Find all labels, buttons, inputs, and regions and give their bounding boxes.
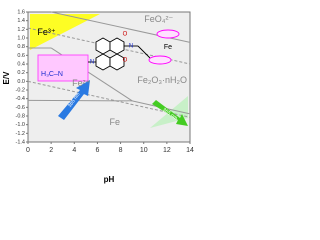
ring xyxy=(109,37,125,55)
green-arrow xyxy=(152,100,188,126)
y-tick-label: -0.8 xyxy=(16,113,25,119)
atom-label: H₃C–N xyxy=(41,71,63,78)
region-label: Fe³⁺ xyxy=(37,27,56,37)
x-tick-label: 8 xyxy=(119,147,123,154)
x-axis-label: pH xyxy=(104,175,115,184)
region-label: FeO₄²⁻ xyxy=(144,14,173,24)
cp-ring xyxy=(156,29,180,39)
x-tick-label: 12 xyxy=(163,147,171,154)
x-tick-label: 10 xyxy=(140,147,148,154)
y-tick-label: 0.2 xyxy=(17,70,25,76)
x-tick-label: 2 xyxy=(49,147,53,154)
fe3-region xyxy=(30,14,100,50)
y-tick-label: 0.0 xyxy=(17,79,25,85)
y-tick-label: -0.6 xyxy=(16,105,25,111)
atom-label: O xyxy=(123,58,128,64)
y-tick-label: 1.2 xyxy=(17,27,25,33)
blue-arrow xyxy=(58,80,90,120)
ring xyxy=(95,53,111,71)
x-tick-label: 14 xyxy=(186,147,194,154)
piperazine-box xyxy=(37,54,89,82)
molecule xyxy=(37,29,180,82)
x-tick-label: 0 xyxy=(26,147,30,154)
y-tick-label: 1.6 xyxy=(17,9,25,15)
y-tick-label: 1.0 xyxy=(17,35,25,41)
atom-label: O xyxy=(123,32,128,38)
region-label: Fe xyxy=(110,117,121,127)
atom-label: N xyxy=(129,44,133,50)
y-tick-label: -1.0 xyxy=(16,122,25,128)
boundary-line xyxy=(27,99,191,115)
x-tick-label: 4 xyxy=(72,147,76,154)
boundary-line xyxy=(27,80,191,118)
x-tick-label: 6 xyxy=(95,147,99,154)
y-tick-label: -1.4 xyxy=(16,139,25,145)
y-tick-label: 0.8 xyxy=(17,44,25,50)
atom-label: Fe xyxy=(164,44,172,51)
bond xyxy=(137,45,151,59)
ring xyxy=(95,37,111,55)
y-tick-label: 0.6 xyxy=(17,53,25,59)
chart: 1.6 1.4 1.2 1.0 0.8 0.6 0.4 0.2 0.0 -0.2 -0.4 -0.6 -… xyxy=(2,9,194,184)
y-tick-label: 1.4 xyxy=(17,18,25,24)
y-tick-label: -0.2 xyxy=(16,87,25,93)
cp-ring xyxy=(148,55,172,65)
region-label: Fe²⁺ xyxy=(72,78,91,88)
y-axis-label: E/V xyxy=(2,71,11,85)
y-tick-label: -0.4 xyxy=(16,96,25,102)
y-tick-label: 0.4 xyxy=(17,61,25,67)
atom-label: N xyxy=(90,60,94,66)
y-tick-label: -1.2 xyxy=(16,131,25,137)
region-label: Fe₂O₃·nH₂O xyxy=(137,75,187,85)
